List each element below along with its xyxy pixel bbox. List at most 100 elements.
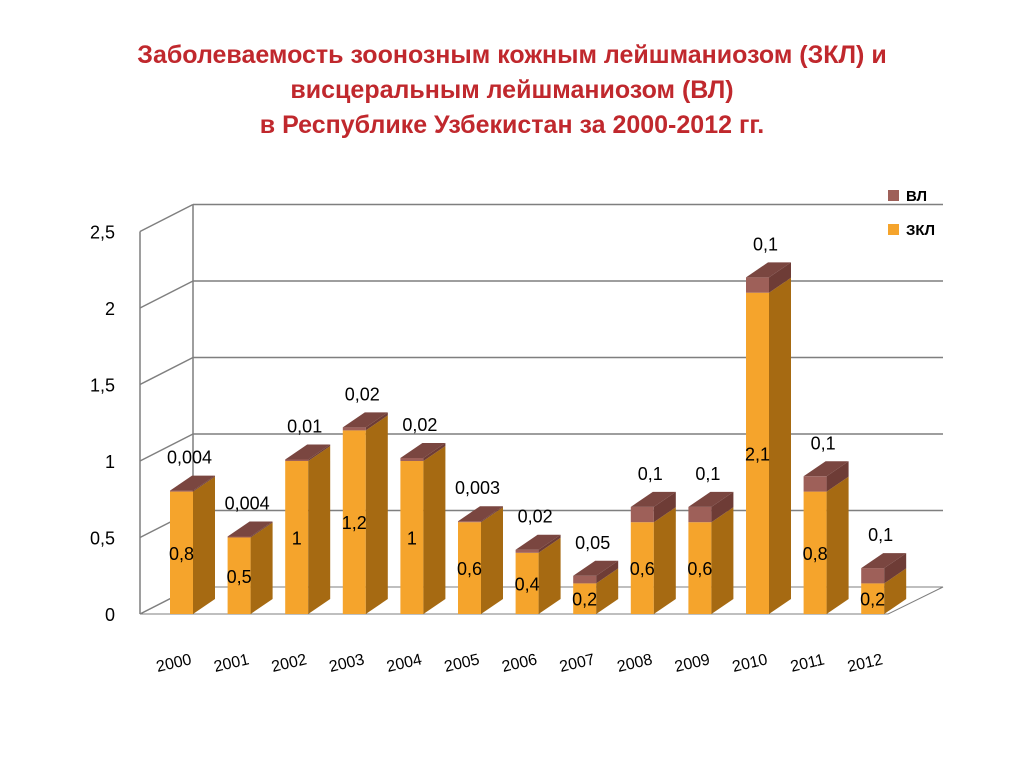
data-label-vl: 0,1 xyxy=(868,525,893,545)
x-tick-label: 2003 xyxy=(328,651,367,676)
bar-vl-2010 xyxy=(746,277,769,293)
bar-zkl-side-2009 xyxy=(711,507,734,614)
bar-zkl-2007 xyxy=(573,583,597,614)
bar-vl-2005 xyxy=(458,521,481,523)
legend-label: ВЛ xyxy=(906,188,927,205)
bar-top-2009 xyxy=(688,491,734,507)
data-label-zkl: 0,8 xyxy=(169,544,194,564)
wall-gridline xyxy=(139,203,194,233)
data-label-vl: 0,004 xyxy=(225,494,270,514)
x-tick-label: 2005 xyxy=(443,651,482,676)
x-tick-label: 2009 xyxy=(673,651,712,676)
bar-zkl-2008 xyxy=(630,522,654,614)
bar-zkl-side-2004 xyxy=(423,446,446,614)
bar-zkl-2003 xyxy=(342,430,366,614)
data-label-zkl: 0,2 xyxy=(860,590,885,610)
bar-vl-2001 xyxy=(227,536,251,538)
x-tick-label: 2007 xyxy=(558,651,597,676)
y-tick-label: 1 xyxy=(105,452,115,472)
wall-gridline xyxy=(139,433,194,462)
data-label-vl: 0,004 xyxy=(167,448,212,468)
chart-title: Заболеваемость зоонозным кожным лейшмани… xyxy=(0,38,1024,143)
data-label-zkl: 0,2 xyxy=(572,590,597,610)
bar-zkl-side-2010 xyxy=(769,277,791,614)
bar-zkl-side-2001 xyxy=(250,522,273,614)
bar-vl-side-2006 xyxy=(538,534,561,553)
bar-vl-side-2008 xyxy=(653,491,676,523)
title-line-1: Заболеваемость зоонозным кожным лейшмани… xyxy=(137,41,887,69)
bar-zkl-2005 xyxy=(458,522,481,614)
data-label-zkl: 0,6 xyxy=(457,559,482,579)
title-line-3: в Республике Узбекистан за 2000-2012 гг. xyxy=(259,111,765,139)
x-tick-label: 2008 xyxy=(616,651,655,676)
bar-zkl-2012 xyxy=(861,583,885,614)
data-label-vl: 0,1 xyxy=(638,464,663,484)
bar-top-2008 xyxy=(630,491,676,507)
bar-vl-2007 xyxy=(573,575,597,584)
x-tick-label: 2012 xyxy=(846,651,885,676)
bar-vl-side-2005 xyxy=(481,506,503,523)
bar-vl-2002 xyxy=(285,459,309,461)
legend-label: ЗКЛ xyxy=(906,222,935,239)
bar-zkl-2000 xyxy=(170,491,193,614)
bar-top-2012 xyxy=(861,553,907,569)
bar-vl-2008 xyxy=(630,506,654,523)
data-label-zkl: 0,8 xyxy=(803,544,828,564)
data-label-vl: 0,1 xyxy=(753,234,778,254)
bar-zkl-2004 xyxy=(400,461,424,614)
y-tick-label: 2 xyxy=(105,299,115,319)
wall-gridline xyxy=(139,280,194,309)
x-tick-label: 2006 xyxy=(500,651,539,676)
bar-top-2003 xyxy=(342,412,388,428)
data-label-vl: 0,05 xyxy=(575,533,610,553)
bar-zkl-side-2012 xyxy=(884,568,907,614)
bar-vl-2004 xyxy=(400,457,424,461)
bar-zkl-2009 xyxy=(688,522,712,614)
y-tick-label: 0,5 xyxy=(90,529,115,549)
bar-zkl-side-2000 xyxy=(193,476,215,614)
bar-top-2007 xyxy=(573,560,619,576)
data-label-vl: 0,1 xyxy=(811,433,836,453)
bar-zkl-side-2011 xyxy=(826,476,849,614)
data-label-zkl: 2,1 xyxy=(745,444,770,464)
data-label-zkl: 1 xyxy=(292,529,302,549)
x-tick-label: 2010 xyxy=(731,651,770,676)
bar-top-2006 xyxy=(515,534,561,550)
bar-top-2000 xyxy=(170,475,215,491)
bar-vl-2003 xyxy=(342,427,366,431)
bar-vl-side-2012 xyxy=(884,553,907,584)
bar-zkl-side-2006 xyxy=(538,537,561,614)
data-label-zkl: 0,6 xyxy=(630,559,655,579)
bar-top-2001 xyxy=(227,521,273,537)
bar-vl-side-2009 xyxy=(711,491,734,523)
bar-top-2010 xyxy=(746,262,791,278)
labels-layer: 0,8 0,004 0,5 0,004 1 0,01 1,2 0,02 1 0,02 0,6 0,00… xyxy=(167,234,893,609)
bar-zkl-side-2008 xyxy=(653,507,676,614)
x-tick-label: 2004 xyxy=(385,651,424,676)
data-label-vl: 0,003 xyxy=(455,478,500,498)
data-label-vl: 0,02 xyxy=(518,507,553,527)
x-tick-label: 2001 xyxy=(212,651,251,676)
wall-gridline xyxy=(139,356,194,386)
bar-top-2002 xyxy=(285,444,331,460)
bar-zkl-side-2007 xyxy=(596,568,619,614)
legend-swatch xyxy=(888,190,899,201)
bar-vl-2012 xyxy=(861,568,885,584)
bar-zkl-side-2005 xyxy=(481,507,503,614)
bar-vl-side-2000 xyxy=(193,475,215,492)
bar-zkl-2006 xyxy=(515,552,539,614)
data-label-zkl: 0,5 xyxy=(227,567,252,587)
bar-vl-2011 xyxy=(803,476,827,492)
data-label-vl: 0,02 xyxy=(402,415,437,435)
bar-top-2011 xyxy=(803,461,849,477)
bar-zkl-2001 xyxy=(227,537,251,614)
x-tick-label: 2011 xyxy=(789,651,826,675)
y-tick-label: 0 xyxy=(105,605,115,625)
legend: ВЛ ЗКЛ xyxy=(888,188,935,239)
bar-vl-side-2001 xyxy=(250,521,273,538)
bar-vl-side-2011 xyxy=(826,461,849,492)
bar-vl-side-2010 xyxy=(769,262,791,293)
title-line-2: висцеральным лейшманиозом (ВЛ) xyxy=(290,76,734,104)
bar-zkl-2002 xyxy=(285,461,309,614)
bar-vl-side-2004 xyxy=(423,442,446,461)
